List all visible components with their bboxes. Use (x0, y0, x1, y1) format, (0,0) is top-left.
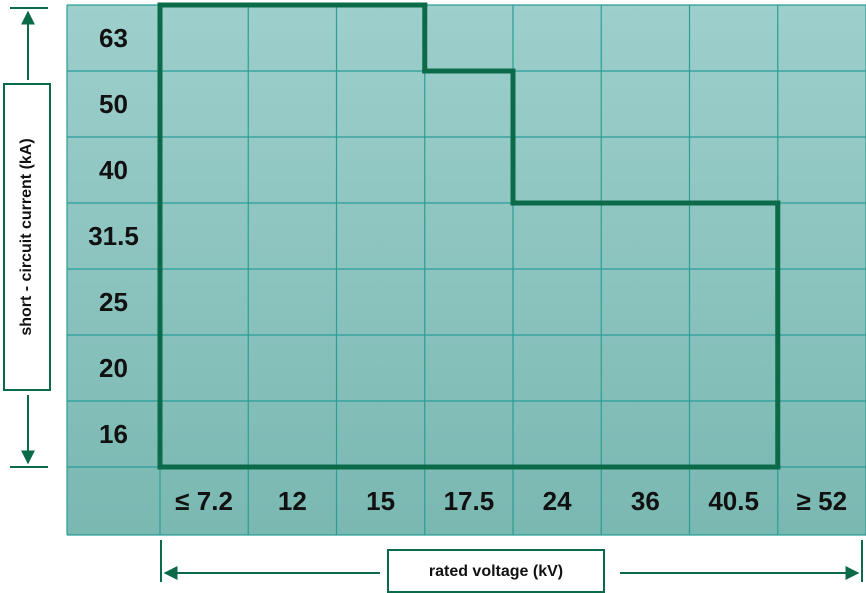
plot-background (67, 5, 866, 535)
y-tick-label: 63 (99, 23, 128, 53)
x-tick-label: 36 (631, 486, 660, 516)
y-tick-label: 16 (99, 419, 128, 449)
x-tick-label: ≤ 7.2 (175, 486, 233, 516)
axis-label-box (387, 549, 605, 593)
y-axis-label: short - circuit current (kA) (18, 138, 35, 335)
axis-label-box (3, 83, 51, 391)
x-tick-label: 15 (366, 486, 395, 516)
y-tick-label: 40 (99, 155, 128, 185)
y-tick-label: 31.5 (88, 221, 139, 251)
x-tick-label: 40.5 (708, 486, 759, 516)
marks (157, 2, 781, 470)
x-tick-label: 12 (278, 486, 307, 516)
y-tick-label: 50 (99, 89, 128, 119)
x-tick-label: 17.5 (444, 486, 495, 516)
x-axis-label: rated voltage (kV) (429, 563, 563, 580)
y-tick-label: 20 (99, 353, 128, 383)
y-tick-label: 25 (99, 287, 128, 317)
x-tick-label: ≥ 52 (797, 486, 847, 516)
x-tick-label: 24 (543, 486, 572, 516)
